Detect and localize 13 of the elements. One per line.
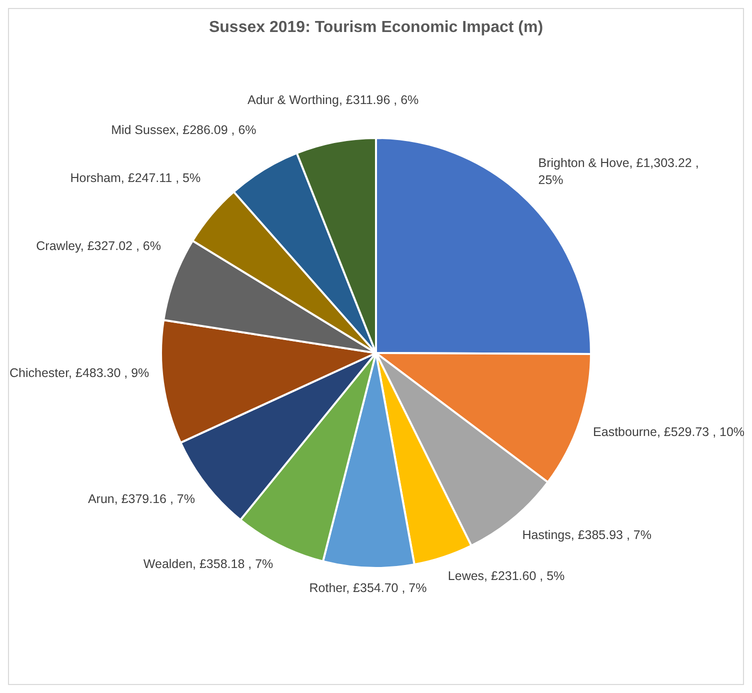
slice-label: Arun, £379.16 , 7% (86, 491, 195, 508)
slice-label: Chichester, £483.30 , 9% (8, 364, 150, 382)
chart-title: Sussex 2019: Tourism Economic Impact (m) (208, 19, 544, 36)
slice-label: Mid Sussex, £286.09 , 6% (110, 122, 256, 139)
slice-label: Brighton & Hove, £1,303.22 , 25% (538, 155, 700, 190)
slice-label: Adur & Worthing, £311.96 , 6% (246, 92, 420, 110)
slice-label: Eastbourne, £529.73 , 10% (593, 424, 745, 442)
slice-label: Horsham, £247.11 , 5% (69, 170, 201, 187)
slice-label: Hastings, £385.93 , 7% (522, 527, 652, 544)
slice-label: Rother, £354.70 , 7% (309, 580, 427, 595)
slice-label: Wealden, £358.18 , 7% (142, 556, 274, 573)
slice-label: Lewes, £231.60 , 5% (448, 568, 566, 586)
slice-label: Crawley, £327.02 , 6% (35, 238, 161, 256)
